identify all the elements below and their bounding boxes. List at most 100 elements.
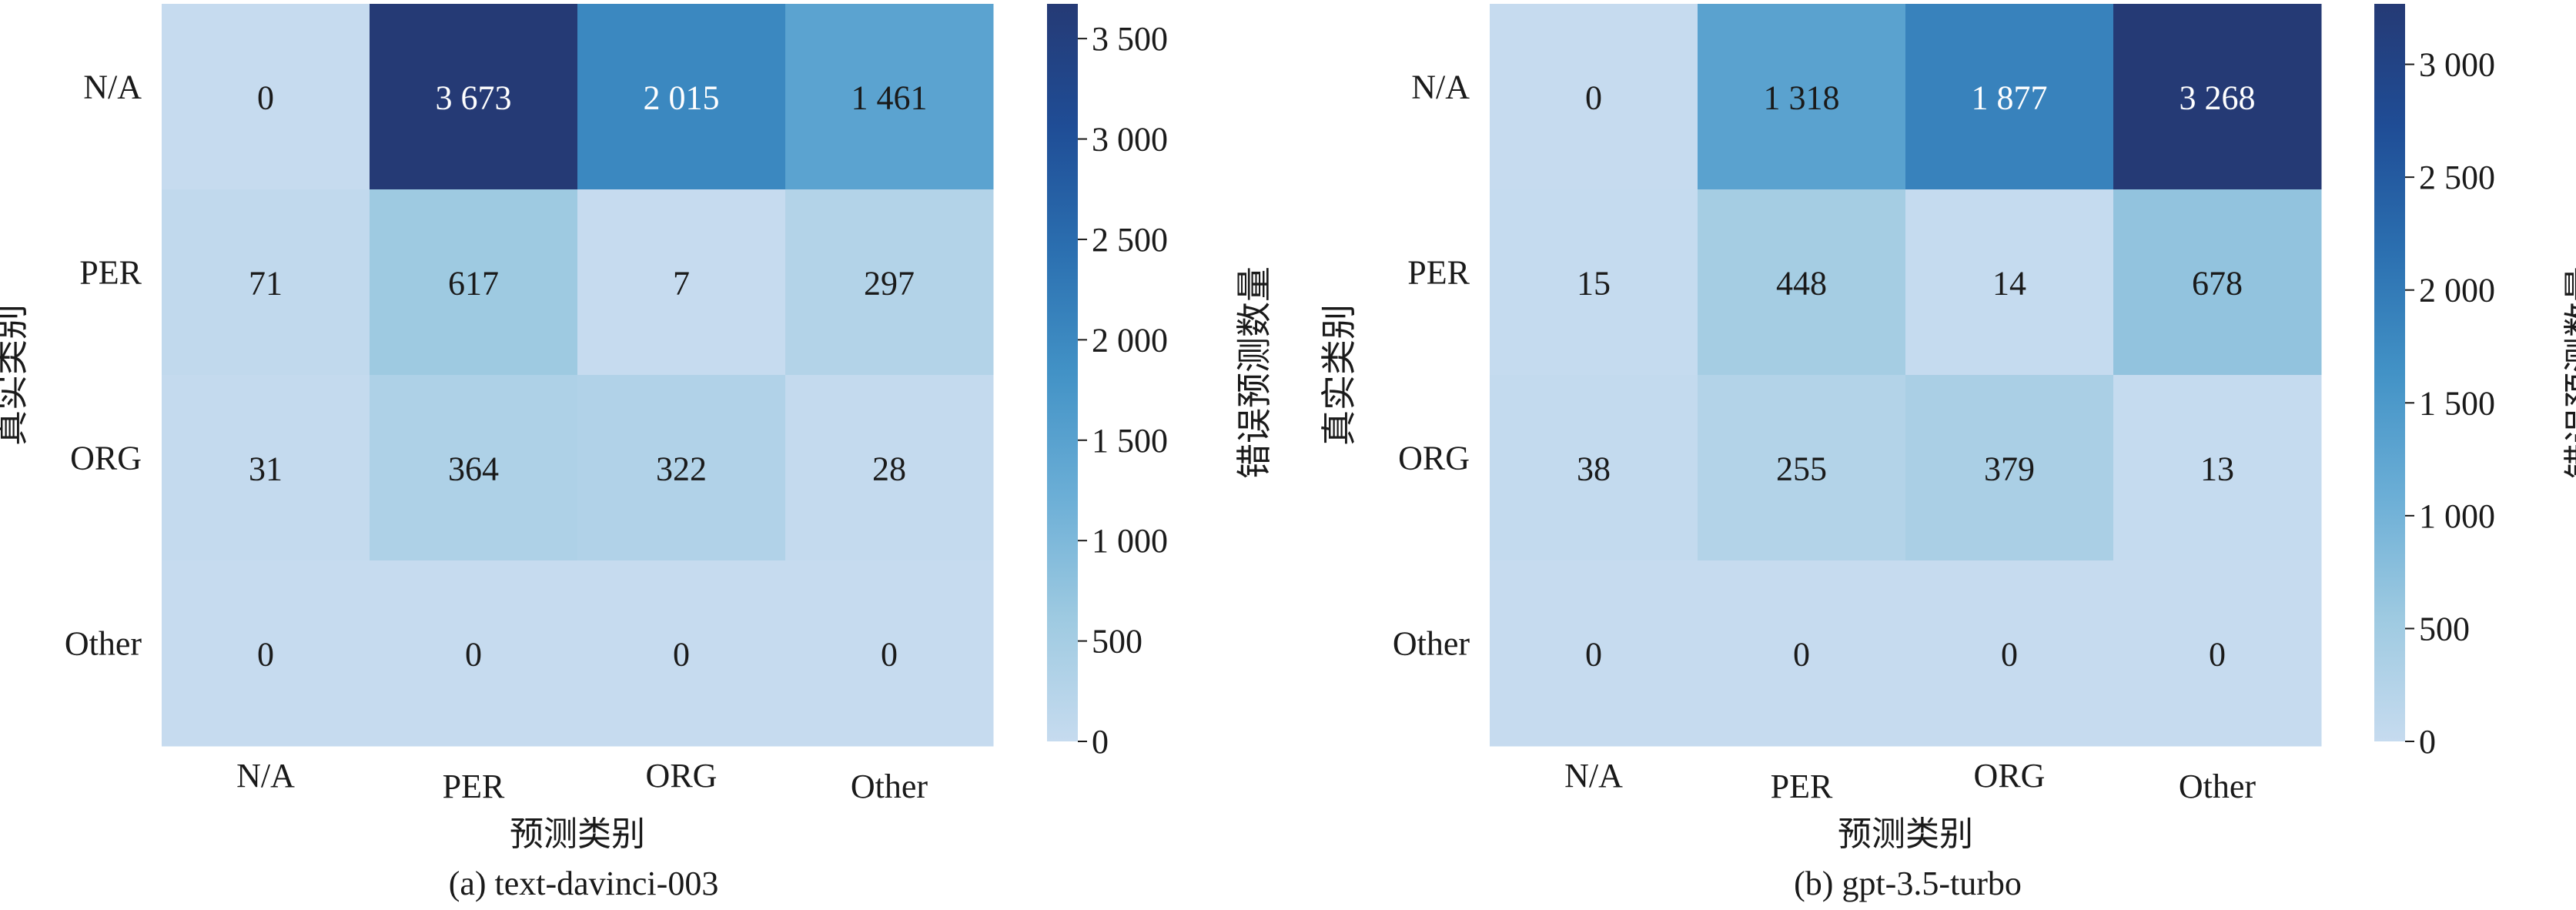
heatmap-cell <box>2113 189 2322 376</box>
heatmap-cell <box>162 560 370 747</box>
cell-value-label: 0 <box>1585 636 1602 674</box>
colorbar <box>2374 4 2405 741</box>
x-tick-label: ORG <box>646 757 718 795</box>
heatmap-cell <box>785 189 994 376</box>
heatmap-cell <box>577 189 786 376</box>
cell-value-label: 0 <box>2001 636 2018 674</box>
y-axis-label: 真实类别 <box>1320 304 1359 446</box>
colorbar-tick-label: 1 000 <box>1092 522 1168 560</box>
heatmap-cell <box>1905 375 2114 561</box>
colorbar-tick-label: 2 000 <box>2419 272 2495 309</box>
heatmap-cell <box>162 189 370 376</box>
y-tick-label: Other <box>1393 625 1470 663</box>
heatmap-cell <box>1490 189 1698 376</box>
y-tick-label: PER <box>79 254 142 292</box>
cell-value-label: 0 <box>673 636 690 674</box>
colorbar-label: 错误预测数量 <box>2562 266 2576 479</box>
colorbar-tick-label: 0 <box>1092 723 1109 761</box>
cell-value-label: 448 <box>1776 265 1827 303</box>
heatmap-cell <box>785 4 994 190</box>
cell-value-label: 0 <box>257 636 274 674</box>
x-tick-label: Other <box>2179 768 2257 805</box>
cell-value-label: 0 <box>465 636 482 674</box>
cell-value-label: 255 <box>1776 450 1827 488</box>
heatmap-cell <box>162 4 370 190</box>
cell-value-label: 0 <box>1585 79 1602 117</box>
colorbar-tick-label: 2 500 <box>1092 221 1168 259</box>
colorbar-tick-label: 2 500 <box>2419 159 2495 196</box>
heatmap-cell <box>2113 560 2322 747</box>
heatmap-cell <box>1905 189 2114 376</box>
heatmap-cell <box>577 560 786 747</box>
cell-value-label: 2 015 <box>644 79 720 117</box>
heatmap-cell <box>1698 4 1906 190</box>
x-tick-label: N/A <box>1564 757 1623 795</box>
colorbar-tick-label: 1 000 <box>2419 497 2495 535</box>
heatmap-cell <box>1490 375 1698 561</box>
x-axis-label: 预测类别 <box>510 815 645 853</box>
cell-value-label: 3 673 <box>436 79 512 117</box>
heatmap-cell <box>577 375 786 561</box>
cell-value-label: 1 877 <box>1972 79 2048 117</box>
cell-value-label: 0 <box>2209 636 2226 674</box>
cell-value-label: 1 318 <box>1764 79 1840 117</box>
x-tick-label: Other <box>851 768 928 805</box>
y-tick-label: ORG <box>70 440 142 477</box>
cell-value-label: 1 461 <box>851 79 928 117</box>
heatmap-cell <box>370 189 578 376</box>
cell-value-label: 13 <box>2200 450 2234 488</box>
heatmap-cell <box>1490 4 1698 190</box>
y-axis-label: 真实类别 <box>0 304 31 446</box>
heatmap-cell <box>1905 560 2114 747</box>
x-tick-label: PER <box>1771 768 1833 805</box>
cell-value-label: 3 268 <box>2180 79 2256 117</box>
heatmap-cell <box>2113 375 2322 561</box>
cell-value-label: 38 <box>1577 450 1611 488</box>
colorbar-tick-label: 2 000 <box>1092 321 1168 359</box>
heatmap-cell <box>162 375 370 561</box>
heatmap-cell <box>785 375 994 561</box>
colorbar-tick-label: 3 000 <box>2419 46 2495 84</box>
colorbar <box>1047 4 1078 741</box>
colorbar-tick-label: 1 500 <box>2419 384 2495 422</box>
x-axis-label: 预测类别 <box>1838 815 1973 853</box>
heatmap-cell <box>1698 560 1906 747</box>
cell-value-label: 617 <box>448 265 499 303</box>
heatmap-cell <box>785 560 994 747</box>
y-tick-label: Other <box>65 625 142 663</box>
colorbar-tick-label: 3 500 <box>1092 20 1168 58</box>
cell-value-label: 297 <box>864 265 915 303</box>
cell-value-label: 28 <box>872 450 906 488</box>
y-tick-label: PER <box>1407 254 1470 292</box>
heatmap-cell <box>1905 4 2114 190</box>
cell-value-label: 31 <box>249 450 283 488</box>
cell-value-label: 14 <box>1992 265 2026 303</box>
colorbar-tick-label: 3 000 <box>1092 121 1168 159</box>
cell-value-label: 0 <box>1793 636 1810 674</box>
cell-value-label: 71 <box>249 265 283 303</box>
y-tick-label: ORG <box>1398 440 1470 477</box>
x-tick-label: N/A <box>236 757 295 795</box>
cell-value-label: 379 <box>1984 450 2035 488</box>
x-tick-label: ORG <box>1974 757 2046 795</box>
heatmap-cell <box>2113 4 2322 190</box>
y-tick-label: N/A <box>83 69 142 106</box>
heatmap-cell <box>370 375 578 561</box>
colorbar-label: 错误预测数量 <box>1235 266 1274 479</box>
colorbar-tick-label: 500 <box>1092 623 1142 661</box>
cell-value-label: 364 <box>448 450 499 488</box>
colorbar-tick-label: 500 <box>2419 610 2470 647</box>
cell-value-label: 322 <box>656 450 707 488</box>
colorbar-tick-label: 0 <box>2419 723 2436 761</box>
heatmap-cell <box>370 560 578 747</box>
heatmap-panel-b: 0 1 318 1 877 3 268 15 448 14 678 38 255 379 13 0 0 0 0… <box>1320 4 2576 902</box>
cell-value-label: 678 <box>2192 265 2243 303</box>
figure-caption: (b) gpt-3.5-turbo <box>1794 865 2022 902</box>
y-tick-label: N/A <box>1411 69 1470 106</box>
cell-value-label: 0 <box>881 636 898 674</box>
cell-value-label: 0 <box>257 79 274 117</box>
heatmap-cell <box>1698 189 1906 376</box>
colorbar-tick-label: 1 500 <box>1092 422 1168 460</box>
